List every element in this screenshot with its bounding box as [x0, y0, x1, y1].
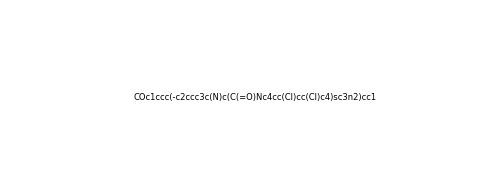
Text: COc1ccc(-c2ccc3c(N)c(C(=O)Nc4cc(Cl)cc(Cl)c4)sc3n2)cc1: COc1ccc(-c2ccc3c(N)c(C(=O)Nc4cc(Cl)cc(Cl…	[133, 94, 377, 102]
